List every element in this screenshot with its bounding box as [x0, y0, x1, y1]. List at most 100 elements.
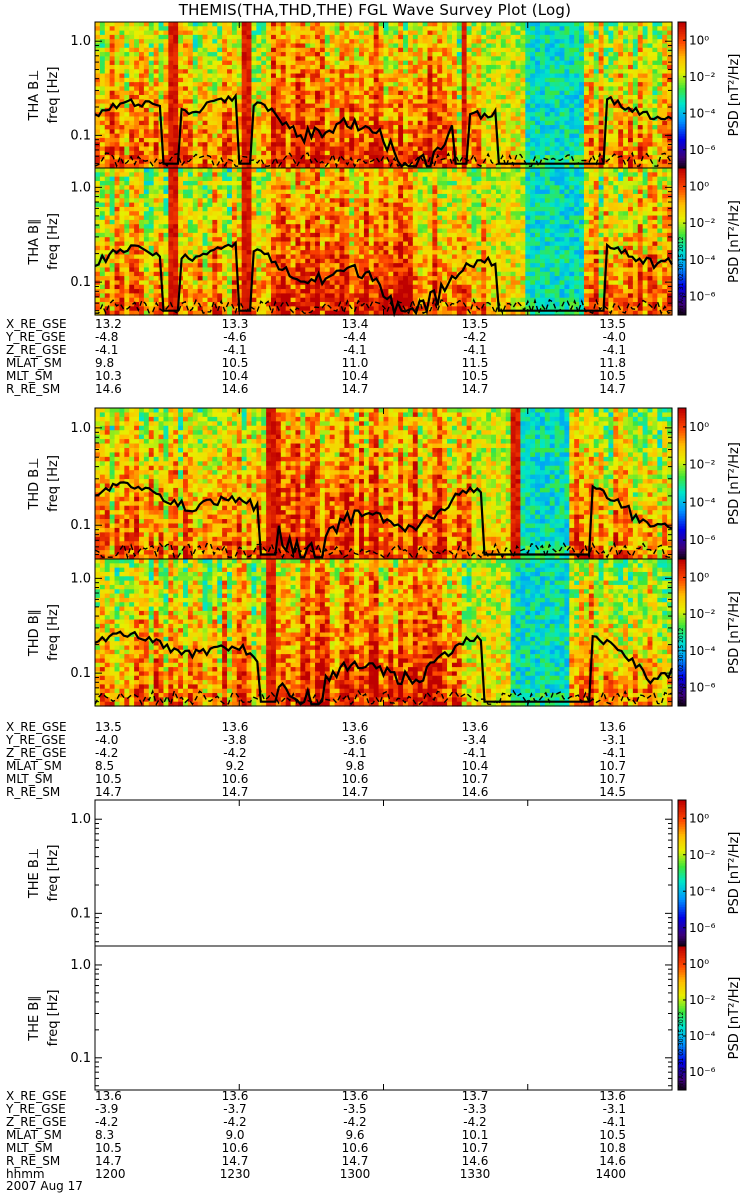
spectrogram-cell	[662, 77, 668, 83]
spectrogram-cell	[593, 120, 600, 126]
spectrogram-cell	[139, 137, 145, 143]
spectrogram-cell	[124, 168, 130, 173]
spectrogram-cell	[217, 133, 223, 139]
spectrogram-cell	[109, 215, 116, 221]
spectrogram-cell	[114, 133, 121, 139]
spectrogram-cell	[99, 306, 106, 312]
spectrogram-cell	[447, 69, 453, 75]
spectrogram-cell	[569, 146, 575, 152]
spectrogram-cell	[574, 159, 580, 165]
spectrogram-cell	[363, 163, 370, 169]
spectrogram-cell	[212, 228, 218, 234]
spectrogram-cell	[422, 129, 429, 135]
spectrogram-cell	[549, 159, 556, 165]
spectrogram-cell	[231, 155, 238, 161]
spectrogram-cell	[515, 159, 522, 165]
colorbar-segment	[678, 92, 686, 96]
spectrogram-cell	[119, 26, 125, 32]
spectrogram-cell	[368, 39, 375, 45]
spectrogram-cell	[114, 146, 121, 152]
spectrogram-cell	[662, 155, 668, 161]
spectrogram-cell	[290, 86, 297, 92]
spectrogram-cell	[153, 142, 160, 148]
spectrogram-cell	[466, 43, 473, 49]
spectrogram-cell	[217, 60, 223, 66]
spectrogram-cell	[134, 125, 140, 130]
spectrogram-cell	[119, 180, 125, 186]
spectrogram-cell	[183, 112, 189, 118]
spectrogram-cell	[466, 159, 473, 165]
spectrogram-cell	[398, 60, 404, 66]
spectrogram-cell	[236, 39, 243, 45]
spectrogram-cell	[143, 125, 150, 130]
spectrogram-cell	[300, 95, 306, 100]
spectrogram-cell	[583, 47, 590, 53]
spectrogram-cell	[192, 142, 199, 148]
spectrogram-cell	[295, 129, 301, 135]
spectrogram-cell	[608, 112, 614, 118]
spectrogram-cell	[442, 60, 448, 66]
spectrogram-cell	[163, 263, 169, 269]
spectrogram-cell	[99, 47, 106, 53]
spectrogram-cell	[373, 137, 380, 143]
spectrogram-cell	[134, 232, 140, 238]
spectrogram-cell	[388, 159, 394, 165]
spectrogram-cell	[569, 129, 575, 135]
spectrogram-cell	[207, 241, 213, 247]
spectrogram-cell	[393, 56, 399, 62]
spectrogram-cell	[246, 73, 253, 79]
spectrogram-cell	[359, 146, 365, 152]
spectrogram-cell	[554, 163, 561, 169]
spectrogram-cell	[339, 86, 345, 92]
spectrogram-cell	[388, 146, 394, 152]
spectrogram-cell	[623, 52, 629, 57]
spectrogram-cell	[119, 263, 125, 269]
spectrogram-cell	[280, 103, 287, 109]
spectrogram-cell	[393, 163, 399, 169]
spectrogram-cell	[202, 302, 209, 307]
spectrogram-cell	[403, 86, 409, 92]
spectrogram-cell	[183, 22, 189, 27]
spectrogram-cell	[598, 90, 605, 96]
spectrogram-cell	[114, 90, 121, 96]
spectrogram-cell	[447, 163, 453, 169]
spectrogram-cell	[627, 137, 634, 143]
spectrogram-cell	[373, 95, 380, 100]
spectrogram-cell	[95, 73, 101, 79]
spectrogram-cell	[236, 73, 243, 79]
spectrogram-cell	[564, 26, 570, 32]
spectrogram-cell	[202, 107, 209, 113]
spectrogram-cell	[261, 146, 267, 152]
spectrogram-cell	[236, 137, 243, 143]
spectrogram-cell	[505, 150, 512, 156]
spectrogram-cell	[354, 47, 360, 53]
spectrogram-cell	[432, 90, 438, 96]
spectrogram-cell	[207, 224, 213, 230]
spectrogram-cell	[608, 163, 614, 169]
spectrogram-cell	[368, 60, 375, 66]
spectrogram-cell	[173, 180, 179, 186]
spectrogram-cell	[344, 107, 350, 113]
spectrogram-cell	[407, 86, 414, 92]
spectrogram-cell	[442, 34, 448, 40]
spectrogram-cell	[158, 228, 165, 234]
spectrogram-cell	[344, 26, 350, 32]
spectrogram-cell	[310, 155, 316, 161]
spectrogram-cell	[148, 284, 155, 290]
spectrogram-cell	[535, 39, 541, 45]
spectrogram-cell	[173, 232, 179, 238]
spectrogram-cell	[315, 47, 321, 53]
spectrogram-cell	[163, 26, 169, 32]
spectrogram-cell	[412, 64, 419, 70]
spectrogram-cell	[143, 215, 150, 221]
spectrogram-cell	[515, 129, 522, 135]
spectrogram-cell	[95, 86, 101, 92]
spectrogram-cell	[290, 103, 297, 109]
spectrogram-cell	[158, 258, 165, 264]
spectrogram-cell	[163, 103, 169, 109]
spectrogram-cell	[212, 180, 218, 186]
spectrogram-cell	[168, 112, 174, 118]
spectrogram-cell	[173, 30, 179, 36]
spectrogram-cell	[505, 99, 512, 105]
